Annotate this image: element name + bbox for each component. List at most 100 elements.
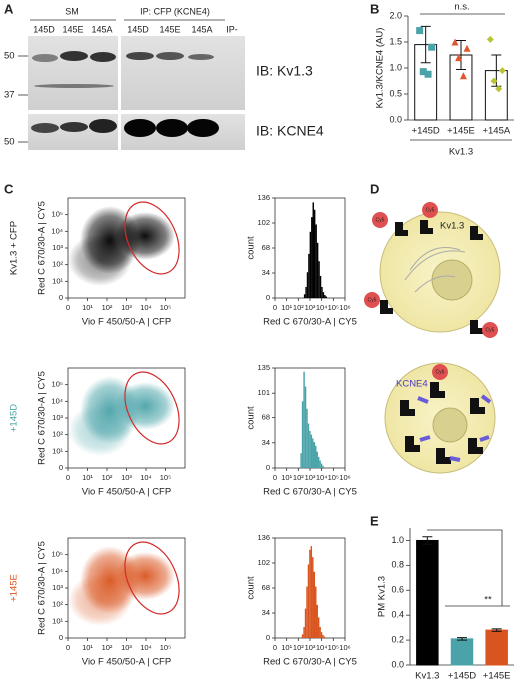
cy5-tag [432, 364, 448, 380]
x-tick-label: 10² [293, 643, 304, 652]
lane-label: 145E [159, 24, 180, 34]
x-tick-label: 10² [102, 473, 113, 482]
y-tick-label: 1.0 [389, 62, 402, 72]
histogram-bar [319, 275, 322, 298]
point [490, 77, 498, 85]
point [416, 27, 424, 35]
bar [416, 539, 439, 666]
x-axis-label: Vio F 450/50-A | CFP [82, 657, 171, 668]
x-tick-label: 10⁴ [140, 473, 152, 482]
histogram-bar [305, 286, 307, 298]
row-label: +145D [9, 404, 20, 432]
x-tick-label: 10¹ [281, 643, 292, 652]
y-tick-label: 68 [262, 243, 270, 252]
gate [124, 201, 180, 275]
x-tick-label: +145D [448, 671, 476, 682]
nucleus [432, 407, 468, 443]
histogram-bar [306, 586, 308, 638]
histogram-bar [316, 242, 319, 298]
x-axis-label: Vio F 450/50-A | CFP [82, 487, 171, 498]
x-tick-label: 10⁵ [328, 303, 339, 312]
histogram-bar [315, 586, 317, 638]
x-tick-label: 10⁵ [328, 473, 339, 482]
histogram-bar [308, 253, 310, 298]
y-tick-label: 101 [257, 388, 270, 397]
channel [380, 220, 483, 334]
kcne4-subunit [417, 394, 492, 462]
histogram-bar [322, 465, 324, 468]
y-tick-label: 0.5 [389, 88, 402, 98]
y-axis-label: count [246, 576, 257, 600]
x-tick-label: 0 [273, 643, 277, 652]
tag-label: Cy5 [486, 327, 495, 333]
y-tick-label: 102 [257, 558, 270, 567]
histogram-bar [312, 557, 314, 638]
panel-label: C [4, 181, 14, 196]
cy5-tag [372, 212, 388, 228]
x-tick-label: 10⁵ [328, 643, 339, 652]
group-label: SM [65, 6, 79, 16]
row-label: +145E [9, 574, 20, 602]
y-tick-label: 1.5 [389, 36, 402, 46]
x-tick-label: +145D [412, 126, 440, 137]
histogram-bar [303, 371, 305, 468]
y-axis-label: Red C 670/30-A | CY5 [37, 371, 48, 465]
y-axis-label: count [246, 236, 257, 260]
y-tick-label: 135 [257, 363, 270, 372]
y-axis-label: count [246, 406, 257, 430]
histogram-bar [300, 453, 302, 468]
band [187, 119, 219, 137]
y-tick-label: 10¹ [52, 446, 63, 455]
y-tick-label: 68 [262, 413, 270, 422]
tag-label: Cy5 [436, 369, 445, 375]
marker-label: 37 [4, 90, 15, 101]
histogram-bar [313, 571, 316, 638]
x-tick-label: 10³ [305, 643, 316, 652]
histogram-bar [309, 231, 312, 298]
histogram-bar [301, 401, 304, 468]
y-tick-label: 10⁴ [51, 566, 63, 575]
histogram-bar [320, 463, 323, 468]
histogram-bar [316, 451, 318, 468]
x-tick-label: 10⁴ [140, 303, 152, 312]
x-tick-label: 10⁶ [339, 473, 350, 482]
x-tick-label: Kv1.3 [415, 671, 439, 682]
nucleus [431, 259, 473, 301]
x-tick-label: 0 [273, 303, 277, 312]
histogram-bar [312, 202, 314, 298]
blot [121, 36, 245, 110]
group-label: IP: CFP (KCNE4) [140, 6, 210, 16]
cy5-tag [364, 292, 380, 308]
lane-label: 145D [127, 24, 149, 34]
tag-label: Cy5 [368, 297, 377, 303]
y-tick-label: 10⁵ [52, 380, 63, 389]
histogram-bar [301, 634, 304, 638]
y-tick-label: 1.0 [391, 535, 404, 545]
x-tick-label: 10³ [305, 473, 316, 482]
panel-label: E [370, 513, 379, 528]
x-tick-label: 10¹ [82, 643, 93, 652]
x-tick-label: 10⁴ [316, 643, 328, 652]
y-tick-label: 0 [59, 293, 63, 302]
error-bar [420, 25, 431, 64]
histogram-bar [304, 386, 307, 468]
x-tick-label: 10² [293, 473, 304, 482]
histogram-bar [306, 272, 309, 298]
histogram-bar [303, 294, 306, 298]
diagram: Cy5 Cy5 Cy5 Cy5 Cy5 Kv1.3 KCNE4 [364, 202, 501, 474]
band [156, 52, 184, 60]
histogram-bar [309, 430, 311, 468]
x-tick-label: 10¹ [82, 473, 93, 482]
histogram-bar [318, 261, 320, 298]
histogram-bar [319, 460, 321, 468]
y-tick-label: 10³ [52, 243, 63, 252]
band [32, 54, 58, 62]
histogram-bar [303, 626, 305, 638]
histogram-bar [304, 608, 307, 638]
error-bar [456, 39, 466, 71]
x-tick-label: +145E [447, 126, 475, 137]
y-tick-label: 0.6 [391, 585, 404, 595]
y-tick-label: 34 [262, 268, 270, 277]
y-axis-label: Kv1.3/KCNE4 (AU) [375, 28, 386, 109]
point [486, 35, 494, 43]
